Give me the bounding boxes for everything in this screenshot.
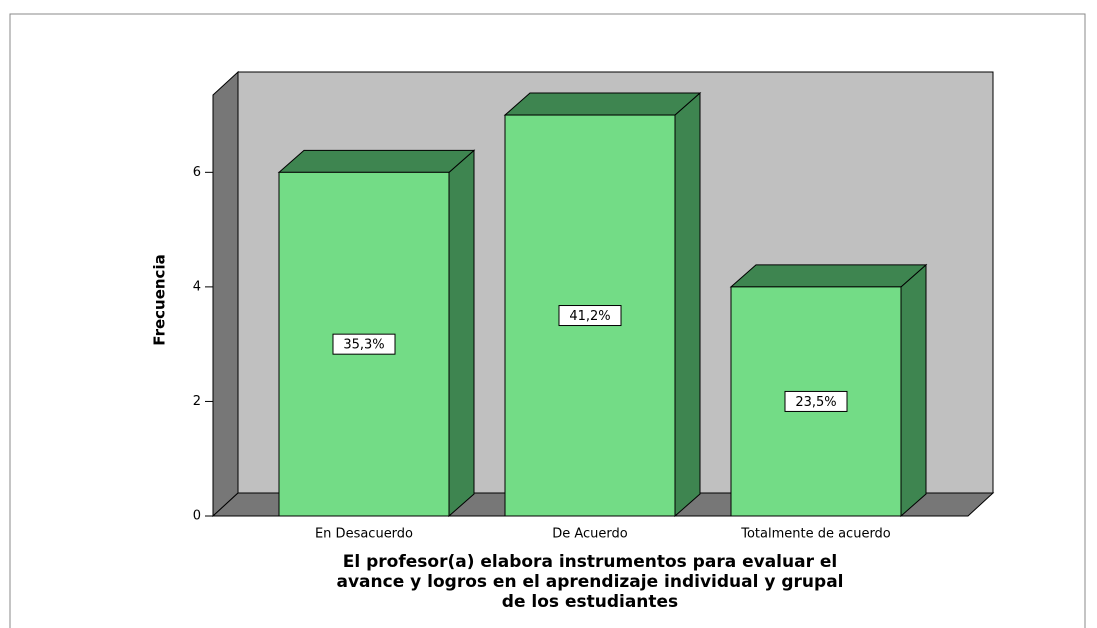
bar-top [503,92,702,116]
bar-side [674,91,701,518]
data-label: 35,3% [343,338,384,353]
y-axis-label: Frecuencia [151,254,169,345]
y-tick-label: 2 [193,394,201,409]
x-tick-label: Totalmente de acuerdo [740,527,891,542]
x-tick-label: En Desacuerdo [315,527,413,542]
side-wall [212,70,239,518]
data-label: 41,2% [569,309,610,324]
y-tick-label: 6 [193,165,201,180]
frame [9,13,1086,628]
x-tick-label: De Acuerdo [552,527,628,542]
y-tick-label: 0 [193,509,201,524]
bar-side [900,263,927,518]
data-label-box [784,390,848,412]
data-label: 23,5% [795,395,836,410]
bar-top [277,149,476,173]
bar-side [448,149,475,518]
bar-top [729,264,928,288]
x-axis-label: El profesor(a) elabora instrumentos para… [337,552,844,612]
data-label-box [558,305,622,327]
y-tick-label: 4 [193,279,201,294]
data-label-box [332,333,396,355]
